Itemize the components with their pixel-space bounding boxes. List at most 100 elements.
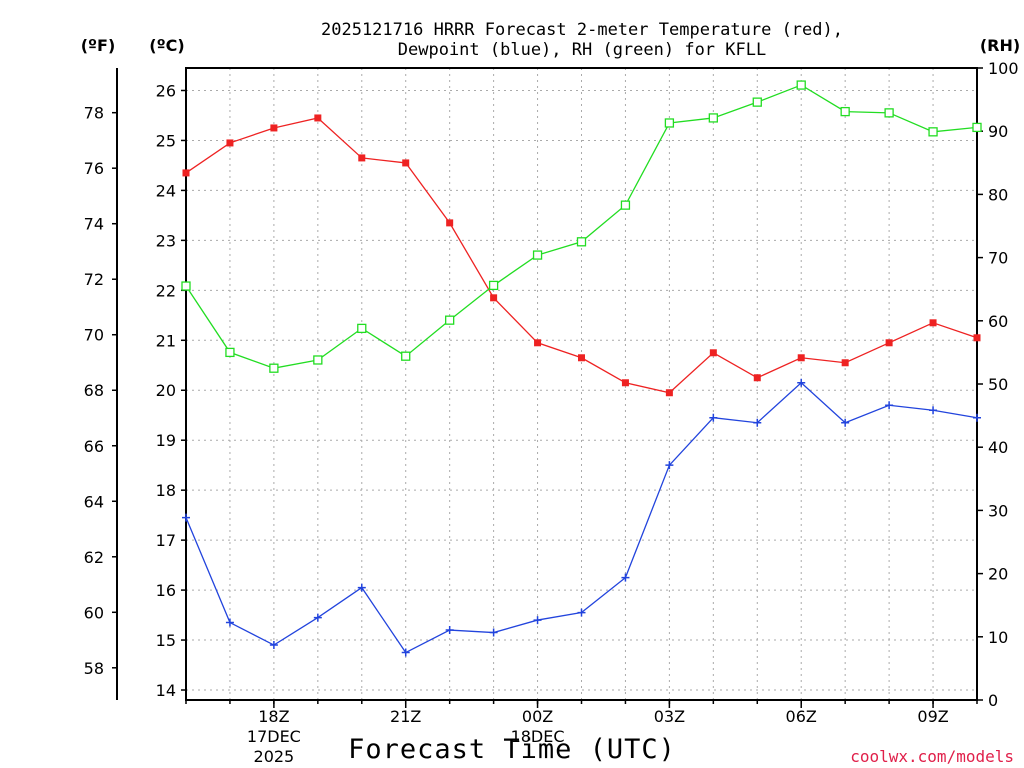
fahrenheit-tick-label: 66 <box>84 437 104 456</box>
rh-point <box>840 106 850 117</box>
x-tick-label: 06Z <box>786 707 817 726</box>
rh-tick-label: 100 <box>988 59 1019 78</box>
series-line-rh <box>185 84 978 369</box>
rh-tick-label: 50 <box>988 375 1008 394</box>
x-tick-label: 03Z <box>654 707 685 726</box>
x-tick-sublabel: 17DEC <box>247 727 301 746</box>
x-axis-label: Forecast Time (UTC) <box>348 734 676 765</box>
temperature-point <box>358 154 366 162</box>
dewpoint-point <box>489 628 498 637</box>
rh-tick-label: 20 <box>988 565 1008 584</box>
fahrenheit-tick-label: 68 <box>84 381 104 400</box>
celsius-tick-label: 20 <box>156 381 176 400</box>
rh-axis-unit: (RH) <box>980 36 1020 55</box>
celsius-tick-label: 16 <box>156 581 176 600</box>
fahrenheit-tick-label: 60 <box>84 603 104 622</box>
rh-point <box>576 237 587 247</box>
celsius-tick-label: 24 <box>156 181 176 200</box>
celsius-tick-label: 22 <box>156 281 176 300</box>
temperature-point <box>270 124 278 132</box>
fahrenheit-tick-label: 76 <box>84 159 104 178</box>
dewpoint-point <box>929 406 938 415</box>
temperature-point <box>665 389 673 397</box>
x-tick-label: 18Z <box>258 707 289 726</box>
temperature-point <box>490 294 498 302</box>
rh-tick-label: 70 <box>988 249 1008 268</box>
rh-tick-label: 60 <box>988 312 1008 331</box>
rh-point <box>532 250 543 260</box>
temperature-point <box>797 354 805 362</box>
rh-point <box>664 118 675 128</box>
rh-point <box>357 323 367 334</box>
rh-point <box>796 80 806 90</box>
temperature-point <box>402 159 410 167</box>
rh-tick-label: 40 <box>988 438 1008 457</box>
temperature-point <box>578 354 585 362</box>
temperature-point <box>446 219 454 227</box>
celsius-tick-label: 17 <box>156 531 176 550</box>
plot-frame <box>185 67 978 701</box>
dewpoint-point <box>313 613 322 622</box>
temperature-point <box>709 349 717 357</box>
rh-point <box>269 363 279 373</box>
fahrenheit-tick-label: 64 <box>84 492 104 511</box>
temperature-point <box>929 319 937 327</box>
x-tick-label: 21Z <box>390 707 421 726</box>
dewpoint-point <box>269 641 278 650</box>
temperature-point <box>885 339 893 347</box>
tick-labels: 14 15 16 17 18 19 20 21 22 23 24 25 26 58 60 62 64 66 68 70… <box>84 59 1019 766</box>
rh-point <box>752 97 762 107</box>
x-tick-label: 09Z <box>917 707 948 726</box>
fahrenheit-tick-label: 78 <box>84 104 104 123</box>
rh-point <box>181 281 191 291</box>
rh-point <box>972 122 982 133</box>
celsius-tick-label: 23 <box>156 231 176 250</box>
celsius-tick-label: 18 <box>156 481 176 500</box>
rh-point <box>445 315 455 325</box>
celsius-tick-label: 26 <box>156 81 176 100</box>
rh-point <box>401 351 411 361</box>
chart-title-line-2: Dewpoint (blue), RH (green) for KFLL <box>398 40 766 60</box>
rh-point <box>708 113 718 123</box>
fahrenheit-tick-label: 72 <box>84 270 104 289</box>
temperature-point <box>973 334 981 342</box>
dewpoint-point <box>797 378 806 387</box>
axes <box>112 67 983 708</box>
temperature-point <box>534 339 542 347</box>
dewpoint-point <box>753 418 762 427</box>
chart-title-line-1: 2025121716 HRRR Forecast 2-meter Tempera… <box>321 20 843 40</box>
rh-tick-label: 90 <box>988 122 1008 141</box>
dewpoint-point <box>182 513 190 522</box>
dewpoint-point <box>665 461 674 470</box>
dewpoint-point <box>621 573 630 582</box>
dewpoint-point <box>533 616 542 625</box>
dewpoint-point <box>577 608 586 617</box>
rh-tick-label: 0 <box>988 691 998 710</box>
dewpoint-point <box>445 626 454 635</box>
source-credit: coolwx.com/models <box>850 747 1014 766</box>
temperature-point <box>753 374 761 382</box>
rh-point <box>225 347 235 358</box>
rh-tick-label: 30 <box>988 501 1008 520</box>
rh-point <box>313 355 323 365</box>
temperature-point <box>314 114 322 122</box>
fahrenheit-tick-label: 58 <box>84 659 104 678</box>
rh-tick-label: 80 <box>988 185 1008 204</box>
dewpoint-point <box>709 413 718 422</box>
dewpoint-point <box>841 418 850 427</box>
data-series <box>181 80 982 657</box>
celsius-tick-label: 14 <box>156 681 176 700</box>
rh-point <box>488 280 499 291</box>
celsius-axis-unit: (ºC) <box>149 36 184 55</box>
grid-lines <box>185 68 978 700</box>
fahrenheit-tick-label: 70 <box>84 326 104 345</box>
temperature-point <box>182 169 190 177</box>
temperature-point <box>621 379 629 387</box>
rh-point <box>884 108 894 118</box>
dewpoint-point <box>401 648 410 657</box>
dewpoint-point <box>885 401 894 410</box>
dewpoint-point <box>973 413 981 422</box>
fahrenheit-axis-unit: (ºF) <box>81 36 116 55</box>
x-tick-sublabel: 2025 <box>254 747 295 766</box>
